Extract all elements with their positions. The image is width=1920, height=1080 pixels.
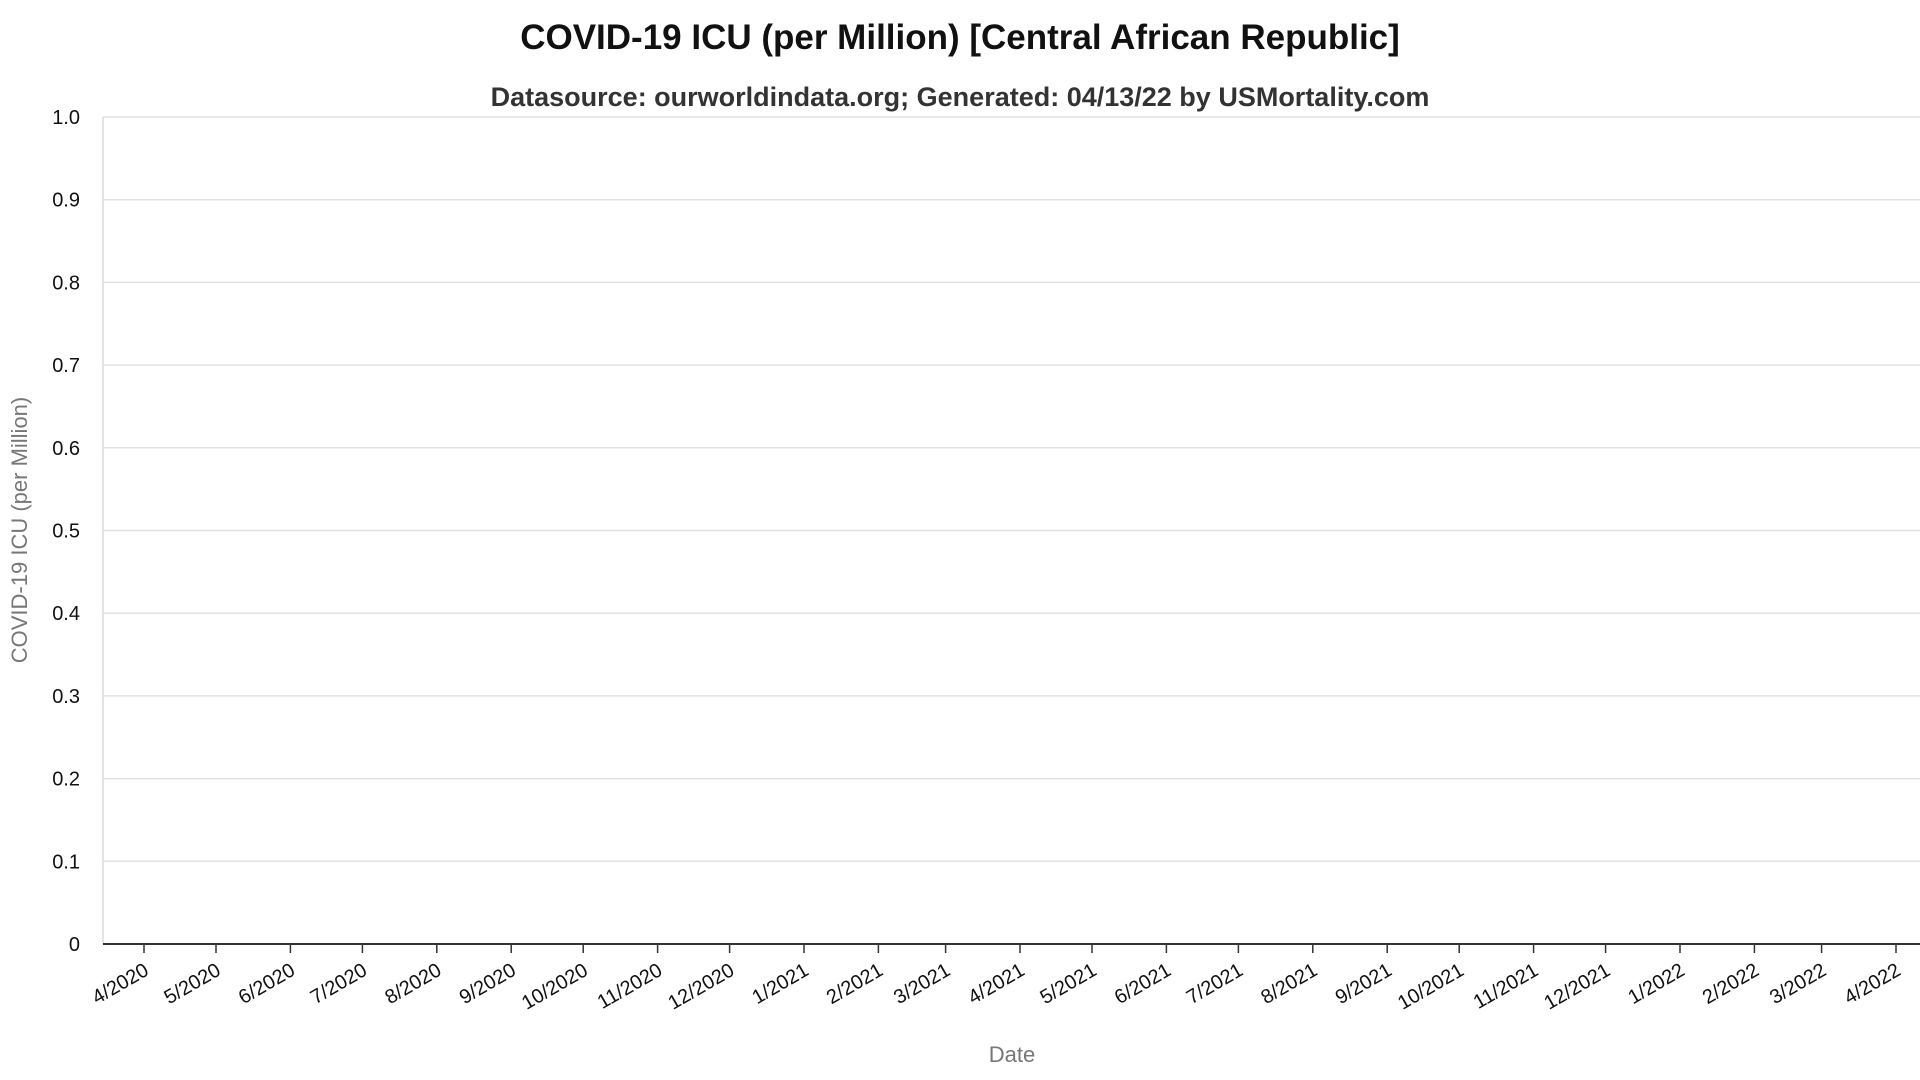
x-tick-label: 5/2021 bbox=[1037, 959, 1101, 1009]
x-tick-label: 4/2020 bbox=[89, 959, 153, 1009]
y-tick-label: 0.7 bbox=[52, 355, 80, 377]
x-tick-label: 7/2021 bbox=[1183, 959, 1247, 1009]
y-tick-label: 0.3 bbox=[52, 686, 80, 708]
x-tick-label: 7/2020 bbox=[307, 959, 371, 1009]
x-tick-label: 3/2021 bbox=[890, 959, 954, 1009]
chart-subtitle: Datasource: ourworldindata.org; Generate… bbox=[491, 82, 1430, 112]
y-tick-label: 1.0 bbox=[52, 107, 80, 129]
x-tick-label: 12/2021 bbox=[1540, 959, 1614, 1014]
x-axis-label: Date bbox=[989, 1042, 1035, 1067]
grid-lines bbox=[103, 116, 1920, 863]
x-axis-ticks: 4/2020 5/2020 6/2020 7/2020 8/2020 9/202010/2… bbox=[89, 944, 1905, 1014]
y-tick-label: 0 bbox=[69, 934, 80, 956]
x-tick-label: 6/2020 bbox=[235, 959, 299, 1009]
x-tick-label: 1/2021 bbox=[749, 959, 813, 1009]
x-tick-label: 3/2022 bbox=[1766, 959, 1830, 1009]
y-tick-label: 0.8 bbox=[52, 272, 80, 294]
x-tick-label: 11/2020 bbox=[594, 959, 666, 1013]
y-axis-label: COVID-19 ICU (per Million) bbox=[7, 397, 32, 664]
y-tick-label: 0.6 bbox=[52, 438, 80, 460]
y-tick-label: 0.9 bbox=[52, 190, 80, 212]
x-tick-label: 6/2021 bbox=[1111, 959, 1175, 1009]
y-axis-ticks: 0 0.1 0.2 0.3 0.4 0.5 0.6 0.7 0.8 0.9 1.0 bbox=[52, 107, 80, 956]
x-tick-label: 4/2021 bbox=[965, 959, 1029, 1009]
x-tick-label: 4/2022 bbox=[1841, 959, 1905, 1009]
x-tick-label: 11/2021 bbox=[1470, 959, 1542, 1013]
y-tick-label: 0.2 bbox=[52, 769, 80, 791]
x-tick-label: 5/2020 bbox=[161, 959, 225, 1009]
x-tick-label: 9/2020 bbox=[456, 959, 520, 1009]
y-tick-label: 0.5 bbox=[52, 521, 80, 543]
y-tick-label: 0.1 bbox=[52, 851, 80, 873]
x-tick-label: 2/2021 bbox=[823, 959, 887, 1009]
x-tick-label: 8/2020 bbox=[381, 959, 445, 1009]
x-tick-label: 8/2021 bbox=[1257, 959, 1321, 1009]
x-tick-label: 2/2022 bbox=[1699, 959, 1763, 1009]
x-tick-label: 10/2020 bbox=[518, 959, 592, 1014]
x-tick-label: 9/2021 bbox=[1332, 959, 1396, 1009]
x-tick-label: 10/2021 bbox=[1394, 959, 1468, 1014]
chart-title: COVID-19 ICU (per Million) [Central Afri… bbox=[520, 18, 1400, 57]
y-tick-label: 0.4 bbox=[52, 603, 80, 625]
x-tick-label: 12/2020 bbox=[664, 959, 738, 1014]
x-tick-label: 1/2022 bbox=[1625, 959, 1689, 1009]
